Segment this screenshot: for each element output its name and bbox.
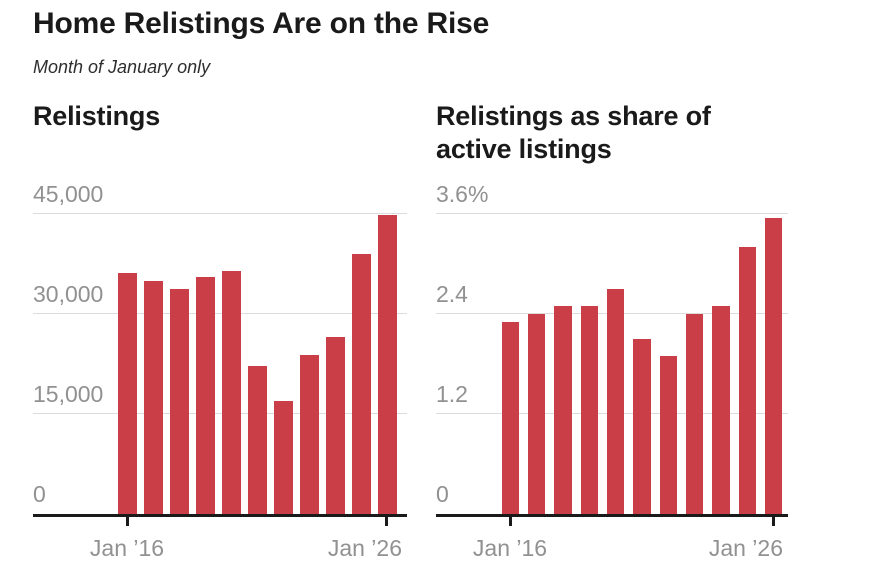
gridline-30000 (33, 313, 407, 314)
bar-2022 (659, 355, 678, 514)
bar-2025 (352, 254, 371, 514)
bar-2018 (170, 289, 189, 514)
x-axis-tick-last (385, 516, 389, 526)
bar-2019 (580, 305, 599, 514)
bar-2021 (633, 339, 651, 514)
relistings-share-bar-chart: 3.6% 2.4 1.2 0 Jan ’16 Jan ’26 (436, 181, 788, 561)
x-axis-line (33, 514, 407, 517)
panel-relistings-share: Relistings as share of active listings 3… (436, 100, 788, 561)
y-axis-tick-label: 3.6% (436, 181, 489, 207)
bar-2019 (196, 276, 215, 514)
gridline-45000 (33, 213, 407, 214)
y-axis-tick-label: 2.4 (436, 281, 468, 308)
bar-2020 (222, 271, 241, 514)
bar-2021 (248, 366, 267, 514)
bar-2023 (685, 314, 704, 514)
bar-2026 (764, 218, 783, 514)
relistings-bar-chart: 45,000 30,000 15,000 0 Jan ’16 Jan ’26 (33, 181, 407, 561)
panel-title-relistings: Relistings (33, 101, 161, 131)
bar-2024 (326, 336, 345, 514)
bar-2018 (554, 305, 572, 514)
y-axis-tick-label: 30,000 (33, 281, 104, 308)
bar-2022 (274, 401, 293, 514)
x-axis-label-first: Jan ’16 (472, 535, 548, 561)
bar-2026 (378, 215, 397, 514)
gridline-36 (436, 213, 788, 214)
y-axis-tick-label: 0 (436, 481, 449, 507)
x-axis-label-last: Jan ’26 (708, 535, 783, 561)
bar-2017 (144, 280, 163, 514)
bar-2020 (606, 289, 625, 514)
x-axis-label-last: Jan ’26 (327, 535, 402, 561)
gridline-15000 (33, 413, 407, 414)
y-axis-tick-label: 45,000 (33, 181, 104, 207)
chart-panels: Relistings 45,000 30,000 15,000 0 Jan ’16 Jan… (33, 100, 886, 561)
chart-title: Home Relistings Are on the Rise (33, 7, 490, 40)
panel-relistings: Relistings 45,000 30,000 15,000 0 Jan ’16 Jan… (33, 100, 407, 561)
x-axis-tick-last (772, 516, 776, 526)
x-axis-tick-first (508, 516, 512, 526)
x-axis-tick-first (125, 516, 129, 526)
bar-series (118, 214, 397, 514)
y-axis-tick-label: 15,000 (33, 381, 104, 408)
bar-2023 (300, 355, 319, 514)
chart-subtitle: Month of January only (33, 57, 211, 77)
bar-2016 (501, 322, 519, 514)
bar-2024 (712, 305, 730, 514)
x-axis-line (436, 514, 788, 517)
bar-2016 (118, 273, 137, 514)
x-axis-label-first: Jan ’16 (89, 535, 165, 561)
bar-series (501, 214, 783, 514)
y-axis-tick-label: 0 (33, 481, 46, 507)
panel-title-relistings-share: Relistings as share of active listings (436, 101, 711, 164)
bar-2017 (527, 314, 546, 514)
y-axis-tick-label: 1.2 (436, 381, 468, 408)
bar-2025 (738, 247, 757, 514)
